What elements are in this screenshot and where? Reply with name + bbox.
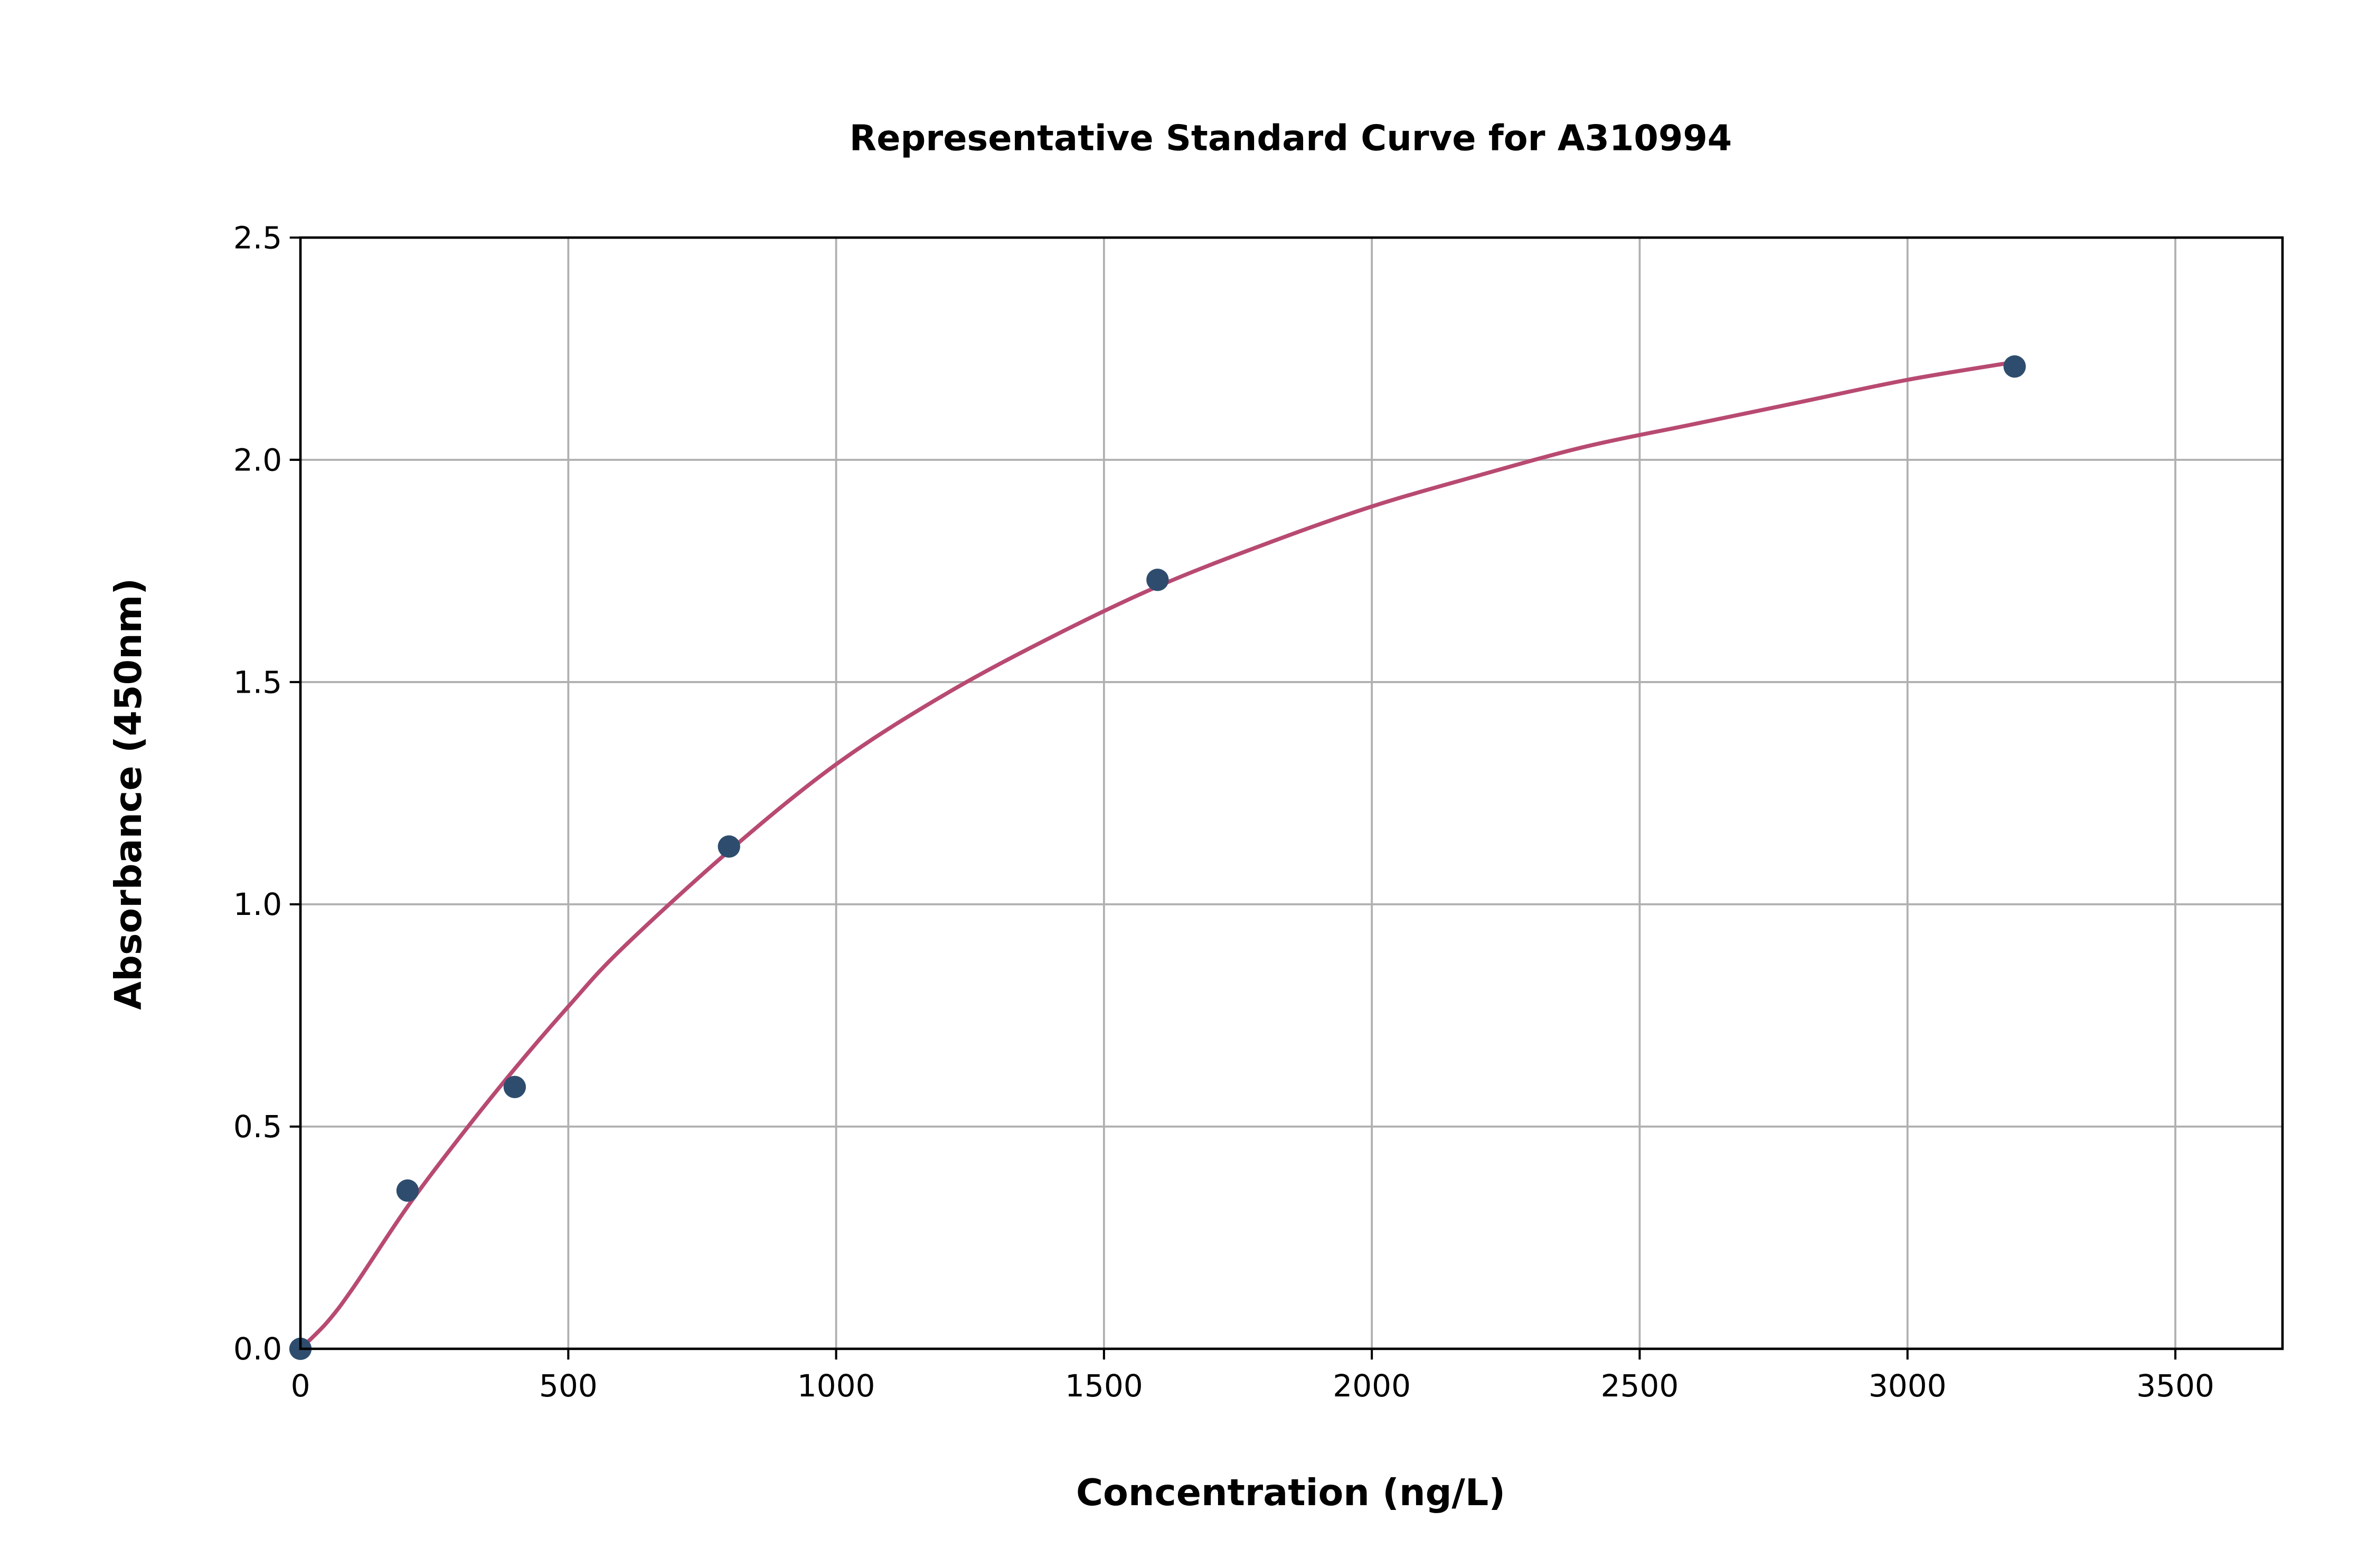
data-point: [718, 835, 740, 858]
x-tick-label: 1500: [1065, 1368, 1143, 1404]
data-point: [396, 1179, 419, 1202]
y-axis-label: Absorbance (450nm): [107, 578, 150, 1010]
y-tick-label: 1.5: [233, 664, 282, 700]
data-point: [2003, 355, 2026, 378]
data-points: [289, 355, 2026, 1361]
y-tick-label: 0.0: [233, 1331, 282, 1367]
y-tick-label: 2.5: [233, 220, 282, 256]
x-tick-label: 0: [291, 1368, 310, 1404]
fit-curve: [299, 360, 2015, 1350]
x-axis-ticks: 0 500 1000 1500 2000 2500 3000 3500: [291, 1348, 2214, 1404]
x-axis-label: Concentration (ng/L): [1076, 1471, 1505, 1514]
x-tick-label: 1000: [797, 1368, 875, 1404]
x-tick-label: 2500: [1601, 1368, 1679, 1404]
y-tick-label: 1.0: [233, 886, 282, 922]
y-tick-label: 2.0: [233, 442, 282, 478]
x-tick-label: 500: [539, 1368, 598, 1404]
grid: [299, 237, 2283, 1350]
x-tick-label: 2000: [1333, 1368, 1411, 1404]
y-tick-label: 0.5: [233, 1109, 282, 1145]
y-axis-ticks: 0.0 0.5 1.0 1.5 2.0 2.5: [233, 220, 301, 1367]
chart-title: Representative Standard Curve for A31099…: [850, 118, 1732, 159]
x-tick-label: 3500: [2136, 1368, 2214, 1404]
plot-frame: [299, 236, 2284, 1350]
data-point: [503, 1075, 526, 1099]
x-tick-label: 3000: [1869, 1368, 1947, 1404]
data-point: [1146, 569, 1169, 591]
